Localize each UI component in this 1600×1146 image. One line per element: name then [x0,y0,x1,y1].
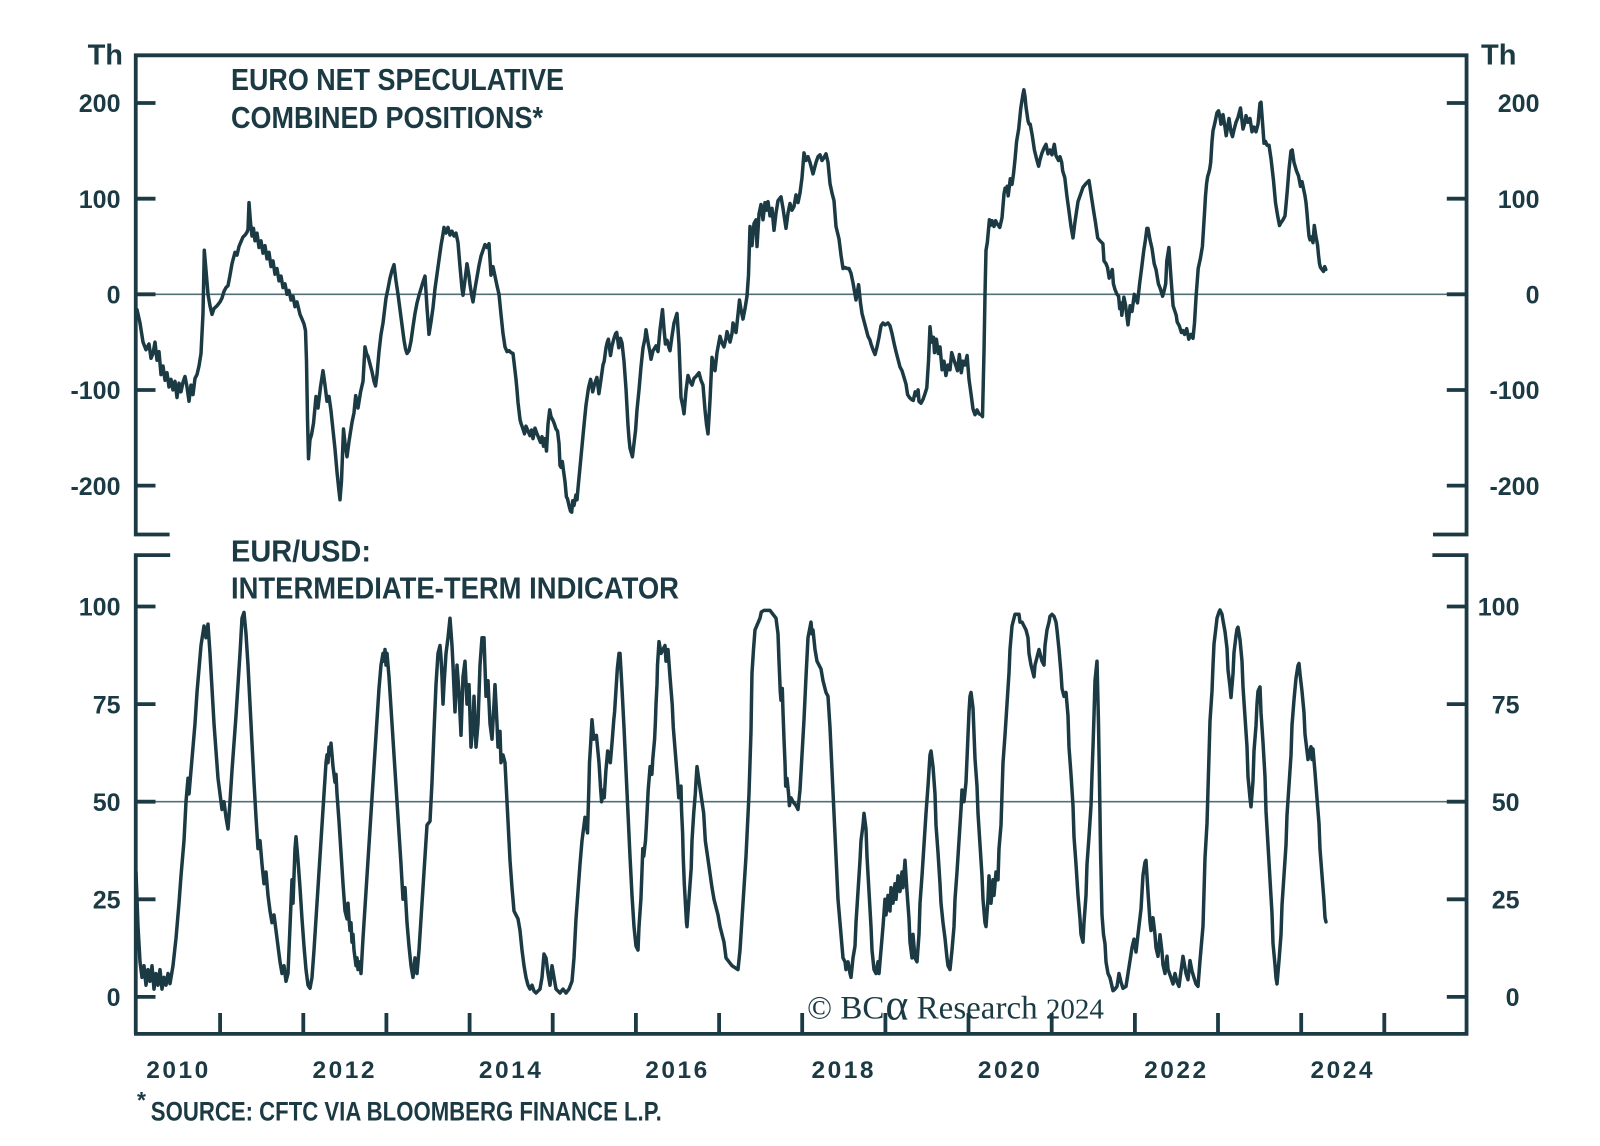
svg-text:SOURCE: CFTC VIA BLOOMBERG FIN: SOURCE: CFTC VIA BLOOMBERG FINANCE L.P. [151,1097,662,1127]
svg-text:75: 75 [93,691,121,719]
svg-text:0: 0 [107,984,121,1012]
svg-text:0: 0 [1526,282,1540,310]
svg-text:100: 100 [79,594,121,622]
svg-text:100: 100 [1478,594,1520,622]
svg-text:2022: 2022 [1144,1057,1209,1084]
svg-text:-100: -100 [70,377,120,405]
svg-text:EUR/USD:: EUR/USD: [231,534,371,569]
svg-text:2018: 2018 [812,1057,877,1084]
svg-text:2020: 2020 [978,1057,1043,1084]
svg-text:COMBINED POSITIONS*: COMBINED POSITIONS* [231,100,544,135]
svg-text:200: 200 [1498,90,1540,118]
svg-text:100: 100 [79,186,121,214]
svg-text:50: 50 [1492,789,1520,817]
svg-text:Th: Th [1481,40,1516,72]
svg-text:75: 75 [1492,691,1520,719]
svg-text:100: 100 [1498,186,1540,214]
svg-text:-200: -200 [70,473,120,501]
svg-text:*: * [137,1087,146,1113]
svg-text:Th: Th [88,40,123,72]
svg-text:200: 200 [79,90,121,118]
svg-text:2014: 2014 [479,1057,544,1084]
svg-text:25: 25 [93,887,121,915]
svg-text:2016: 2016 [645,1057,710,1084]
svg-text:2024: 2024 [1310,1057,1375,1084]
svg-text:-100: -100 [1489,377,1539,405]
svg-text:50: 50 [93,789,121,817]
svg-text:2010: 2010 [146,1057,211,1084]
svg-text:INTERMEDIATE-TERM INDICATOR: INTERMEDIATE-TERM INDICATOR [231,571,679,606]
svg-text:2012: 2012 [313,1057,378,1084]
svg-text:0: 0 [1506,984,1520,1012]
svg-text:EURO NET SPECULATIVE: EURO NET SPECULATIVE [231,62,564,97]
svg-text:25: 25 [1492,887,1520,915]
svg-text:0: 0 [107,282,121,310]
svg-text:-200: -200 [1489,473,1539,501]
